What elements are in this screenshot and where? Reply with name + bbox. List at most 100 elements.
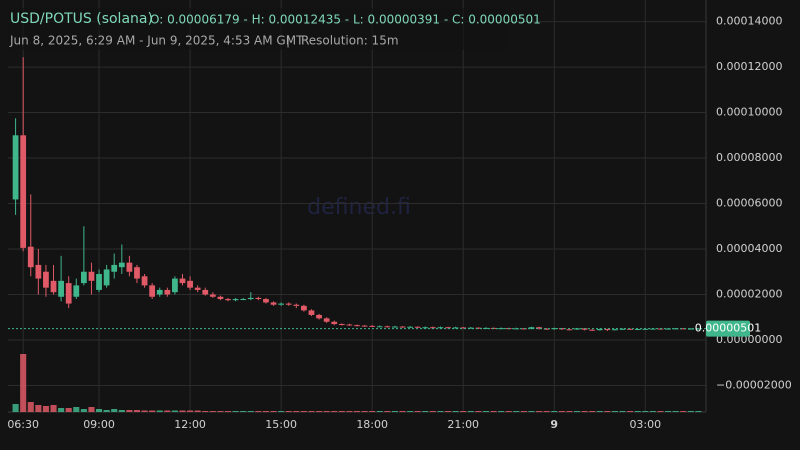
candle-body [604, 329, 611, 331]
volume-bar [27, 402, 34, 412]
candle-body [187, 280, 193, 288]
candle-body [338, 324, 345, 326]
volume-bar [581, 411, 588, 412]
volume-bar [422, 411, 429, 412]
volume-bar [338, 411, 345, 412]
volume-bar [126, 410, 133, 412]
header-bg [8, 8, 508, 50]
resolution: Resolution: 15m [301, 34, 399, 48]
volume-bar [65, 408, 72, 412]
volume-bar [240, 411, 247, 412]
volume-bar [232, 411, 239, 412]
ohlc-summary: O: 0.00006179 - H: 0.00012435 - L: 0.000… [150, 13, 541, 27]
volume-bar [369, 411, 376, 412]
candle-body [88, 271, 95, 281]
candle-body [316, 314, 322, 319]
volume-bar [513, 411, 520, 412]
volume-bar [627, 411, 634, 412]
volume-bar [80, 409, 87, 412]
candle-body [202, 289, 209, 295]
volume-bar [657, 411, 664, 412]
candle-body [445, 327, 451, 329]
volume-bar [353, 411, 361, 412]
candle-body [589, 329, 596, 331]
candle-body [384, 326, 391, 328]
volume-bar [331, 411, 338, 412]
candle-body [460, 327, 467, 329]
volume-bar [247, 411, 254, 412]
candle-body [687, 328, 694, 330]
volume-bar [270, 411, 277, 412]
volume-bar [179, 410, 186, 412]
volume-bar [156, 410, 163, 412]
volume-bar [520, 411, 527, 412]
candle-body [80, 271, 87, 284]
y-tick-label: 0.00014000 [716, 15, 782, 28]
candle-body [657, 328, 664, 330]
subtitle: Jun 8, 2025, 6:29 AM - Jun 9, 2025, 4:53… [9, 34, 304, 48]
x-tick-label: 03:00 [629, 418, 661, 431]
y-tick-label: 0.00012000 [716, 60, 782, 73]
volume-bar [452, 411, 459, 412]
candle-body [263, 299, 269, 303]
candle-body [346, 324, 353, 326]
volume-bar [141, 410, 148, 412]
candle-body [270, 302, 277, 305]
volume-bar [58, 408, 65, 412]
volume-bar [543, 411, 550, 412]
price-label-bg [706, 320, 750, 337]
candle-body [521, 328, 527, 330]
volume-bar [103, 410, 110, 412]
volume-bar [672, 411, 679, 412]
y-tick-label: 0.00008000 [716, 151, 782, 164]
candle-body [301, 305, 307, 311]
volume-bar [665, 411, 672, 412]
candle-body [35, 264, 42, 279]
volume-bar [505, 411, 512, 412]
volume-bar [262, 411, 269, 412]
volume-bar [50, 405, 57, 412]
candle-body [361, 325, 368, 327]
y-tick-label: 0.00002000 [716, 287, 782, 300]
volume-bar [384, 411, 391, 412]
candle-body [650, 328, 656, 330]
volume-bar [528, 411, 535, 412]
candle-body [308, 310, 315, 315]
volume-bar [164, 410, 171, 412]
x-tick-label: 06:30 [7, 418, 39, 431]
volume-bar [611, 411, 618, 412]
volume-bar [202, 411, 209, 412]
separator: | [286, 34, 290, 48]
volume-bar [589, 411, 596, 412]
volume-bar [133, 410, 141, 412]
volume-bar [642, 411, 649, 412]
volume-bar [111, 409, 118, 412]
volume-bar [346, 411, 353, 412]
candle-body [285, 303, 292, 305]
volume-bar [149, 410, 156, 412]
volume-bar [649, 411, 656, 412]
candle-body [58, 280, 64, 297]
candle-body [96, 274, 102, 290]
candle-body [65, 283, 72, 304]
candle-body [475, 327, 482, 329]
volume-bar [429, 411, 436, 412]
candle-body [247, 297, 254, 300]
candle-body [437, 327, 444, 329]
candle-body [103, 269, 110, 286]
candle-body [225, 299, 231, 301]
candle-body [149, 285, 156, 297]
volume-bar [460, 411, 467, 412]
volume-bar [278, 411, 285, 412]
volume-bar [399, 411, 406, 412]
volume-bar [12, 404, 19, 412]
candle-body [141, 276, 148, 286]
volume-bar [695, 411, 702, 412]
volume-bar [634, 411, 641, 412]
candle-body [278, 303, 285, 305]
candle-body [126, 262, 133, 272]
candle-body [612, 329, 618, 331]
volume-bar [414, 411, 421, 412]
candle-body [156, 289, 163, 295]
candle-body [672, 328, 679, 330]
